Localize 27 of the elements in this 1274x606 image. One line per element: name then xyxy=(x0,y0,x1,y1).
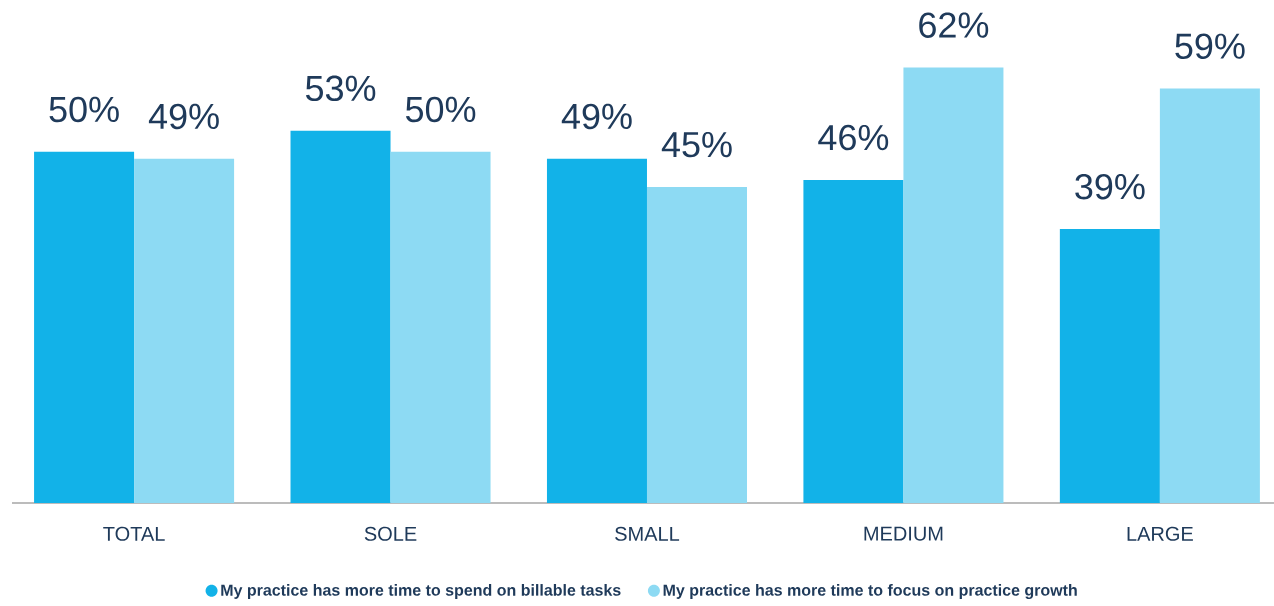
data-label: 50% xyxy=(405,96,476,123)
data-label: 53% xyxy=(305,75,376,102)
bar xyxy=(546,158,647,503)
legend-label: My practice has more time to spend on billable tasks xyxy=(221,584,621,599)
x-tick-label: SMALL xyxy=(615,526,680,541)
bar xyxy=(1059,229,1160,503)
data-label: 50% xyxy=(49,96,119,123)
bar xyxy=(34,151,135,503)
bar xyxy=(646,186,747,503)
data-label: 59% xyxy=(1175,33,1245,59)
bar xyxy=(903,67,1004,503)
data-label: 49% xyxy=(561,103,632,130)
x-tick-label: TOTAL xyxy=(103,526,165,541)
x-tick-label: LARGE xyxy=(1127,526,1193,541)
bar xyxy=(290,130,391,503)
data-label: 62% xyxy=(919,12,989,38)
legend-label: My practice has more time to focus on practice growth xyxy=(663,584,1077,600)
x-tick-label: SOLE xyxy=(364,526,417,541)
data-label: 49% xyxy=(148,103,219,130)
bar xyxy=(134,158,235,503)
data-label: 46% xyxy=(818,124,889,151)
x-tick-label: MEDIUM xyxy=(864,526,943,541)
bar xyxy=(803,179,904,503)
bar xyxy=(390,151,491,503)
data-label: 39% xyxy=(1075,173,1145,200)
data-label: 45% xyxy=(661,131,732,158)
bar xyxy=(1159,88,1260,503)
